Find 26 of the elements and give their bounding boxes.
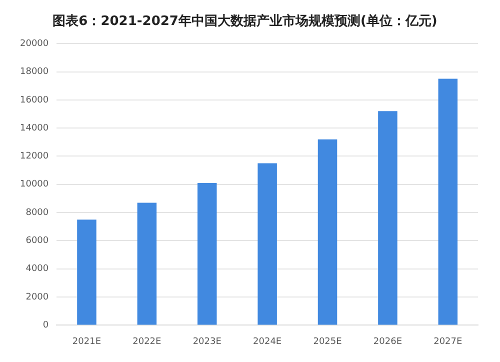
bar: [438, 78, 458, 325]
x-tick-label: 2025E: [313, 336, 342, 347]
bar: [258, 163, 277, 325]
y-tick-label: 12000: [20, 152, 49, 162]
x-tick-label: 2023E: [192, 336, 222, 347]
y-tick-label: 4000: [26, 264, 49, 274]
y-tick-label: 8000: [26, 208, 49, 218]
y-tick-label: 16000: [20, 95, 49, 106]
y-tick-label: 18000: [20, 67, 49, 78]
x-tick-label: 2022E: [132, 336, 162, 347]
x-tick-label: 2021E: [72, 336, 102, 347]
y-tick-label: 20000: [20, 38, 49, 49]
y-tick-label: 2000: [26, 292, 49, 302]
y-tick-label: 6000: [26, 236, 49, 246]
bar: [77, 220, 96, 325]
x-tick-label: 2027E: [434, 336, 463, 347]
bar: [318, 139, 338, 325]
x-tick-label: 2026E: [373, 336, 402, 347]
bar: [197, 182, 217, 325]
bar: [137, 202, 157, 325]
y-tick-label: 10000: [20, 180, 49, 190]
x-tick-label: 2024E: [253, 336, 282, 347]
y-tick-label: 14000: [20, 123, 49, 134]
bar: [378, 111, 398, 325]
chart-title: 图表6：2021-2027年中国大数据产业市场规模预测(单位：亿元): [52, 13, 438, 30]
y-tick-label: 0: [42, 320, 49, 331]
